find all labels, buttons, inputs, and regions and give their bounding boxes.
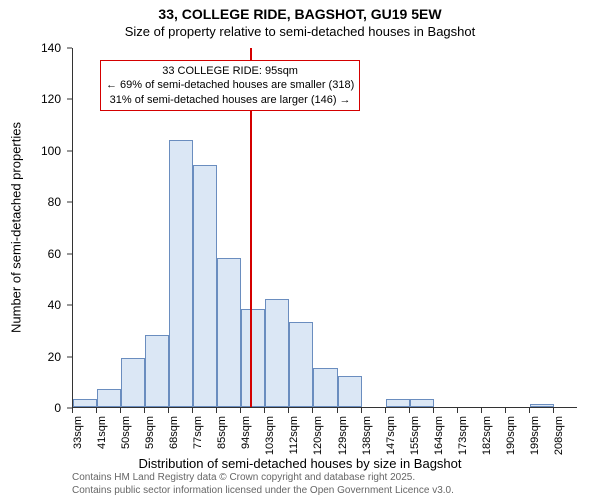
histogram-bar — [313, 368, 337, 407]
x-tick — [312, 408, 313, 413]
y-tick — [67, 305, 72, 306]
x-tick-label: 41sqm — [96, 416, 108, 449]
x-tick — [264, 408, 265, 413]
x-tick-label: 59sqm — [144, 416, 156, 449]
x-tick — [96, 408, 97, 413]
x-tick-label: 68sqm — [168, 416, 180, 449]
x-tick — [361, 408, 362, 413]
histogram-bar — [193, 165, 217, 407]
y-tick-label: 40 — [48, 298, 67, 312]
x-tick — [120, 408, 121, 413]
histogram-bar — [265, 299, 289, 407]
x-tick — [240, 408, 241, 413]
x-tick-label: 164sqm — [433, 416, 445, 455]
x-tick — [168, 408, 169, 413]
x-tick-label: 208sqm — [553, 416, 565, 455]
reference-callout: 33 COLLEGE RIDE: 95sqm ← 69% of semi-det… — [100, 60, 360, 111]
x-tick-label: 103sqm — [264, 416, 276, 455]
y-tick-label: 100 — [41, 144, 67, 158]
x-tick-label: 155sqm — [409, 416, 421, 455]
x-tick-label: 33sqm — [72, 416, 84, 449]
x-tick — [144, 408, 145, 413]
chart-subtitle: Size of property relative to semi-detach… — [0, 24, 600, 39]
x-tick — [385, 408, 386, 413]
x-tick-label: 77sqm — [192, 416, 204, 449]
x-tick-label: 173sqm — [457, 416, 469, 455]
callout-line: ← 69% of semi-detached houses are smalle… — [106, 78, 354, 92]
x-tick — [288, 408, 289, 413]
histogram-bar — [289, 322, 313, 407]
histogram-bar — [241, 309, 265, 407]
callout-line: 33 COLLEGE RIDE: 95sqm — [106, 64, 354, 78]
x-tick — [433, 408, 434, 413]
x-tick — [529, 408, 530, 413]
histogram-bar — [145, 335, 169, 407]
credit-line: Contains public sector information licen… — [72, 485, 454, 496]
histogram-bar — [217, 258, 241, 407]
x-tick-label: 182sqm — [481, 416, 493, 455]
histogram-bar — [73, 399, 97, 407]
x-tick — [553, 408, 554, 413]
y-axis-label: Number of semi-detached properties — [9, 88, 24, 368]
histogram-bar — [410, 399, 434, 407]
x-tick-label: 50sqm — [120, 416, 132, 449]
histogram-bar — [97, 389, 121, 407]
histogram-bar — [169, 140, 193, 407]
x-tick-label: 147sqm — [385, 416, 397, 455]
x-tick-label: 199sqm — [529, 416, 541, 455]
histogram-bar — [338, 376, 362, 407]
y-tick-label: 0 — [54, 401, 67, 415]
y-tick-label: 120 — [41, 92, 67, 106]
y-tick-label: 80 — [48, 195, 67, 209]
x-tick — [481, 408, 482, 413]
chart-container: 33, COLLEGE RIDE, BAGSHOT, GU19 5EW Size… — [0, 0, 600, 500]
x-tick — [337, 408, 338, 413]
chart-title: 33, COLLEGE RIDE, BAGSHOT, GU19 5EW — [0, 6, 600, 22]
x-tick-label: 94sqm — [240, 416, 252, 449]
x-tick — [72, 408, 73, 413]
callout-line: 31% of semi-detached houses are larger (… — [106, 93, 354, 107]
x-tick-label: 85sqm — [216, 416, 228, 449]
x-tick — [505, 408, 506, 413]
y-tick — [67, 202, 72, 203]
histogram-bar — [530, 404, 554, 407]
x-tick-label: 120sqm — [312, 416, 324, 455]
y-tick — [67, 356, 72, 357]
y-tick-label: 140 — [41, 41, 67, 55]
x-tick — [192, 408, 193, 413]
histogram-bar — [386, 399, 410, 407]
x-tick-label: 112sqm — [288, 416, 300, 454]
y-tick — [67, 48, 72, 49]
x-tick-label: 190sqm — [505, 416, 517, 455]
credit-line: Contains HM Land Registry data © Crown c… — [72, 472, 415, 483]
y-tick — [67, 253, 72, 254]
x-tick — [216, 408, 217, 413]
y-tick-label: 20 — [48, 350, 67, 364]
y-tick-label: 60 — [48, 247, 67, 261]
x-tick-label: 129sqm — [337, 416, 349, 455]
y-tick — [67, 150, 72, 151]
x-tick — [409, 408, 410, 413]
x-tick — [457, 408, 458, 413]
y-tick — [67, 99, 72, 100]
x-tick-label: 138sqm — [361, 416, 373, 455]
histogram-bar — [121, 358, 145, 407]
x-axis-label: Distribution of semi-detached houses by … — [0, 456, 600, 471]
